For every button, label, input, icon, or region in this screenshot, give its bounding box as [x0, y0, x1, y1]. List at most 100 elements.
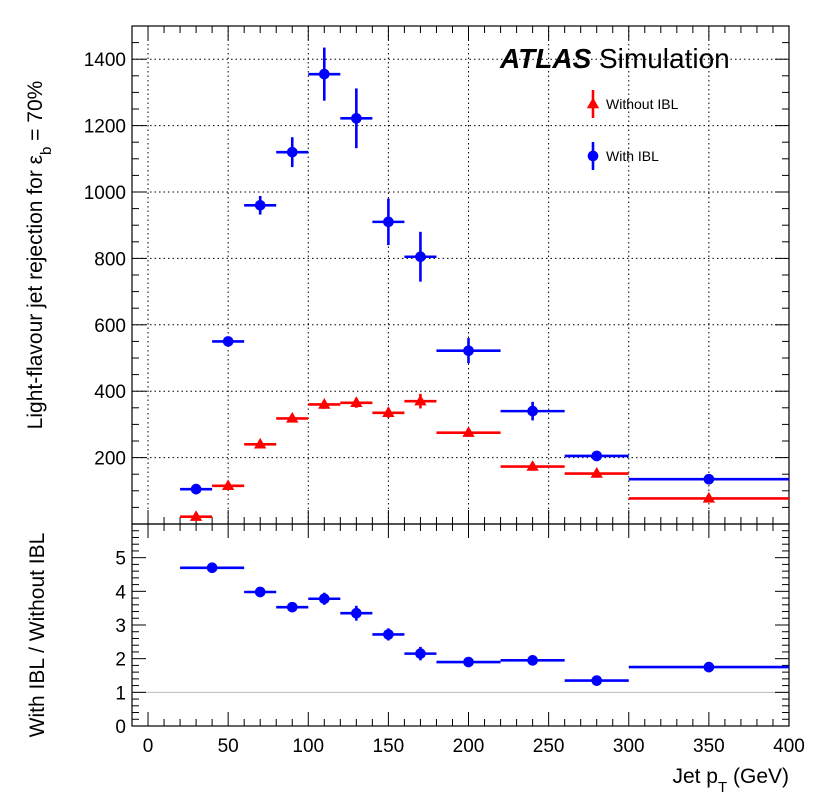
ratio-0-point [500, 655, 565, 666]
legend-label: With IBL [606, 148, 659, 164]
x-tick-label: 200 [453, 736, 485, 757]
triangle-marker [350, 396, 363, 408]
triangle-marker [590, 467, 603, 478]
triangle-marker [702, 491, 716, 503]
circle-marker [318, 68, 330, 80]
circle-marker [254, 199, 266, 211]
x-tick-label: 350 [693, 736, 725, 757]
y-tick-label: 600 [94, 316, 126, 337]
with-ibl-point [244, 195, 277, 215]
ratio-frame [131, 523, 790, 727]
triangle-marker [254, 437, 267, 449]
x-tick-label: 250 [533, 736, 565, 757]
legend-entry: Without IBL [586, 90, 679, 118]
ratio-0-point [340, 605, 373, 621]
triangle-marker [318, 397, 331, 409]
circle-marker [190, 483, 202, 495]
without-ibl-point [276, 411, 309, 423]
x-tick-label: 300 [613, 736, 645, 757]
triangle-marker [189, 510, 203, 521]
main-panel: 200 400 600 800 1000 1200 1400 Light-flavour je… [24, 25, 790, 525]
y-tick-label: 1200 [84, 117, 126, 138]
ratio-1-series [244, 586, 277, 598]
ratio-x-axis: 0 50 100 150 200 250 300 350 400 [143, 524, 805, 757]
circle-marker [206, 562, 218, 574]
ratio-0-point [404, 646, 437, 661]
ratio-y-axis: 0 1 2 3 4 5 [115, 530, 789, 738]
ratio-0-point [564, 675, 629, 686]
main-y-axis-title: Light-flavour jet rejection for εb = 70% [24, 81, 55, 430]
without-ibl-point [500, 460, 565, 471]
circle-marker [415, 251, 426, 263]
triangle-marker [221, 479, 235, 491]
legend-label: Without IBL [606, 96, 679, 112]
ratio-0-point [180, 562, 245, 574]
ratio-y-tick-label: 3 [115, 616, 126, 637]
circle-marker [254, 586, 266, 598]
triangle-marker [462, 426, 475, 437]
without-ibl-point [340, 396, 373, 408]
circle-marker [351, 112, 362, 124]
y-tick-label: 1000 [84, 183, 126, 204]
with-ibl-point [500, 401, 565, 421]
x-tick-label: 400 [773, 736, 805, 757]
ratio-0-point [308, 592, 341, 605]
with-ibl-point [276, 137, 309, 168]
circle-marker [351, 607, 362, 619]
with-ibl-point [212, 336, 245, 347]
circle-marker [463, 656, 474, 668]
ratio-0-point [628, 661, 789, 673]
triangle-marker [382, 406, 395, 418]
x-axis-title: Jet pT (GeV) [672, 765, 789, 796]
atlas-label: ATLAS Simulation [499, 43, 730, 74]
without-ibl-series [180, 393, 789, 521]
ratio-0-point [436, 656, 501, 668]
x-tick-label: 100 [292, 736, 324, 757]
without-ibl-point [628, 491, 789, 503]
circle-marker [527, 405, 538, 417]
with-ibl-point [628, 473, 789, 485]
with-ibl-point [180, 483, 213, 495]
ratio-y-axis-title: With IBL / Without IBL [26, 533, 49, 738]
with-ibl-point [340, 88, 373, 149]
with-ibl-point [404, 231, 437, 282]
y-tick-label: 1400 [84, 50, 126, 71]
circle-marker [383, 629, 394, 640]
y-tick-label: 400 [94, 382, 126, 403]
with-ibl-point [308, 47, 341, 101]
atlas-label-bold: ATLAS [499, 43, 592, 74]
legend: Without IBL With IBL [586, 90, 679, 170]
circle-marker [587, 150, 599, 162]
atlas-label-simulation: Simulation [599, 43, 730, 74]
circle-marker [591, 450, 603, 462]
circle-marker [415, 648, 426, 659]
circle-marker [286, 146, 298, 158]
ratio-y-tick-label: 2 [115, 650, 126, 671]
with-ibl-series [180, 47, 789, 495]
circle-marker [591, 675, 603, 686]
main-x-ticks [147, 26, 790, 524]
without-ibl-point [180, 510, 213, 521]
triangle-marker [414, 394, 427, 406]
without-ibl-point [564, 467, 629, 478]
circle-marker [703, 661, 715, 673]
ratio-0-series [180, 562, 789, 686]
ratio-1-point [244, 586, 277, 598]
legend-entry: With IBL [587, 142, 659, 170]
ratio-y-tick-label: 4 [115, 582, 126, 603]
without-ibl-point [212, 479, 245, 491]
ratio-0-point [276, 601, 309, 613]
with-ibl-point [372, 198, 405, 246]
triangle-marker [586, 97, 600, 109]
with-ibl-point [436, 338, 501, 364]
without-ibl-point [244, 437, 277, 449]
main-frame [131, 25, 790, 525]
circle-marker [703, 473, 715, 485]
ratio-y-tick-label: 5 [115, 549, 126, 570]
y-tick-label: 800 [94, 249, 126, 270]
circle-marker [222, 336, 234, 347]
triangle-marker [526, 460, 539, 471]
x-tick-label: 50 [218, 736, 239, 757]
x-tick-label: 0 [143, 736, 154, 757]
